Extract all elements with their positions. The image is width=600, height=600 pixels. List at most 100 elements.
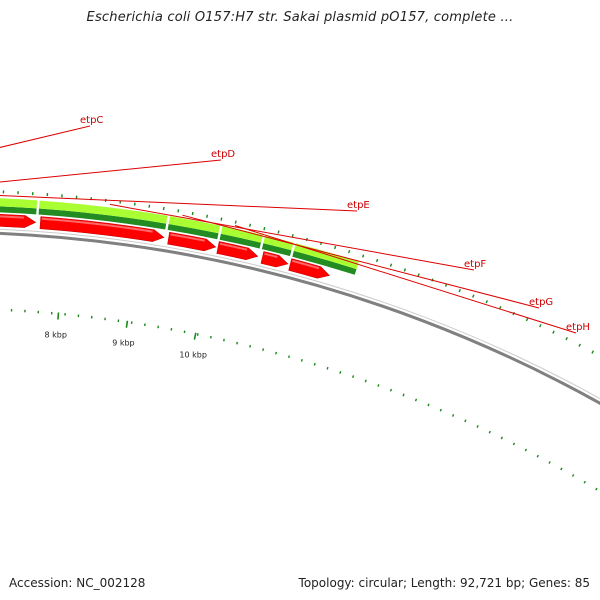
topology-summary: Topology: circular; Length: 92,721 bp; G…	[298, 576, 590, 590]
map-title: Escherichia coli O157:H7 str. Sakai plas…	[86, 10, 514, 25]
gene-label-etpe: etpE	[347, 200, 370, 211]
scale-minor-tick	[249, 344, 252, 348]
outer-minor-tick	[472, 294, 475, 298]
outer-minor-tick	[565, 336, 568, 341]
outer-minor-tick	[348, 249, 351, 254]
scale-minor-tick	[439, 408, 442, 412]
outer-minor-tick	[525, 317, 529, 322]
gene-outer-2	[39, 200, 168, 224]
scale-minor-tick	[512, 442, 516, 446]
scale-minor-tick	[548, 461, 551, 464]
gene-inner-5	[261, 243, 292, 257]
backbone-circle	[0, 231, 600, 406]
outer-minor-tick	[206, 214, 208, 218]
outer-minor-tick	[389, 263, 393, 267]
cds-highlight-5	[170, 233, 205, 242]
scale-major-tick	[193, 332, 197, 340]
gene-outer-5	[263, 235, 294, 251]
label-leader-line	[234, 225, 577, 334]
outer-minor-tick	[362, 254, 365, 258]
outer-minor-tick	[162, 206, 165, 211]
label-leader-line	[0, 125, 91, 148]
gene-label-etpc: etpC	[80, 115, 103, 126]
outer-minor-tick	[591, 350, 595, 354]
outer-minor-tick	[417, 273, 420, 277]
gene-inner-1	[0, 206, 37, 215]
scale-minor-tick	[524, 448, 528, 452]
gene-label-etph: etpH	[566, 322, 590, 333]
gene-inner-2	[38, 208, 167, 230]
outer-minor-tick	[458, 288, 461, 293]
cds-highlight-8	[292, 259, 320, 270]
scale-minor-tick	[451, 414, 455, 417]
gene-inner-4	[219, 233, 261, 249]
scale-major-tick	[57, 312, 60, 320]
label-leader-line	[110, 203, 475, 271]
scale-minor-tick	[313, 362, 316, 366]
scale-minor-tick	[223, 338, 225, 342]
scale-minor-tick	[488, 430, 491, 434]
outer-minor-tick	[539, 324, 542, 328]
scale-label: 9 kbp	[112, 339, 134, 348]
outer-minor-tick	[291, 234, 294, 238]
scale-minor-tick	[595, 487, 598, 491]
outer-minor-tick	[334, 245, 337, 250]
scale-minor-tick	[262, 348, 265, 351]
outer-minor-tick	[499, 305, 502, 310]
scale-minor-tick	[339, 370, 342, 374]
cds-arrow-3	[0, 213, 37, 228]
gene-inner-6	[292, 250, 357, 275]
scale-minor-tick	[326, 366, 329, 370]
scale-minor-tick	[389, 388, 393, 392]
scale-label: 10 kbp	[179, 350, 207, 359]
label-leader-line	[182, 214, 540, 309]
scale-minor-tick	[476, 424, 479, 428]
cds-highlight-4	[41, 217, 153, 233]
gene-outer-3	[168, 216, 221, 234]
outer-minor-tick	[552, 330, 555, 334]
scale-minor-tick	[288, 355, 290, 359]
scale-minor-tick	[364, 379, 367, 383]
scale-minor-tick	[427, 403, 430, 407]
cds-highlight-3	[0, 215, 24, 219]
scale-minor-tick	[352, 375, 355, 379]
gene-label-etpg: etpG	[529, 297, 553, 308]
scale-minor-tick	[500, 436, 504, 440]
scale-minor-tick	[571, 474, 575, 477]
outer-minor-tick	[578, 343, 582, 347]
scale-minor-tick	[300, 359, 303, 362]
scale-minor-tick	[236, 341, 238, 345]
scale-minor-tick	[196, 333, 199, 336]
outer-minor-tick	[220, 217, 223, 221]
cds-highlight-7	[264, 252, 278, 258]
outer-minor-tick	[249, 223, 252, 227]
scale-minor-tick	[414, 398, 418, 402]
gene-inner-3	[167, 224, 219, 240]
gene-outer-4	[220, 225, 263, 243]
label-leader-line	[0, 195, 358, 212]
outer-minor-tick	[403, 268, 407, 272]
scale-label: 8 kbp	[45, 330, 67, 339]
label-leader-line	[0, 159, 222, 183]
scale-major-tick	[125, 320, 129, 328]
outer-minor-tick	[375, 258, 379, 263]
gene-label-etpd: etpD	[211, 149, 235, 160]
outer-minor-tick	[177, 209, 180, 213]
scale-minor-tick	[583, 480, 587, 484]
scale-minor-tick	[536, 454, 540, 458]
scale-minor-tick	[402, 393, 405, 397]
outer-minor-tick	[191, 211, 194, 216]
outer-minor-tick	[277, 230, 280, 234]
cds-arrow-4	[39, 216, 165, 242]
outer-minor-tick	[234, 220, 237, 224]
scale-minor-tick	[560, 467, 563, 471]
scale-minor-tick	[464, 419, 467, 423]
outer-minor-tick	[485, 300, 489, 304]
gene-outer-1	[0, 198, 38, 209]
scale-minor-tick	[209, 335, 212, 339]
accession-label: Accession: NC_002128	[9, 576, 146, 590]
scale-minor-tick	[377, 384, 380, 387]
scale-minor-tick	[183, 330, 186, 334]
cds-highlight-6	[219, 242, 248, 251]
